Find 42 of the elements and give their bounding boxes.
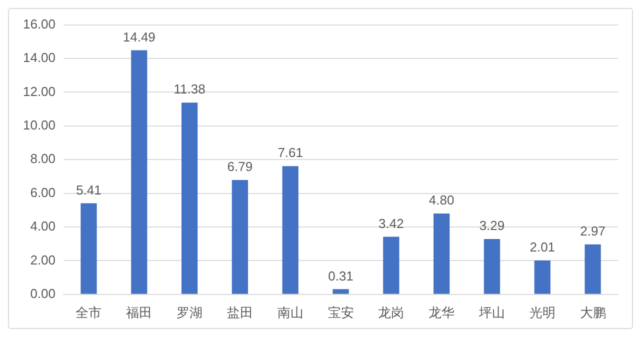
y-tick-label: 8.00 (30, 151, 56, 166)
bar (181, 102, 198, 294)
data-label: 2.97 (580, 223, 606, 238)
data-label: 11.38 (174, 82, 206, 97)
bar (383, 236, 400, 294)
y-tick-label: 12.00 (22, 84, 56, 99)
x-tick-label: 南山 (277, 304, 304, 320)
bar (534, 260, 550, 294)
x-tick-label: 盐田 (226, 304, 253, 320)
x-tick-label: 罗湖 (176, 304, 203, 320)
y-tick-label: 10.00 (22, 117, 56, 132)
x-tick-label: 大鹏 (580, 304, 606, 320)
data-label: 3.42 (378, 216, 404, 231)
x-tick-label: 龙华 (428, 304, 455, 320)
x-tick-label: 光明 (529, 304, 556, 320)
y-tick-label: 14.00 (22, 50, 56, 66)
y-tick-label: 0.00 (30, 286, 56, 301)
data-label: 3.29 (479, 218, 505, 234)
x-tick-label: 福田 (126, 304, 152, 320)
bar (434, 214, 450, 294)
data-label: 0.31 (328, 268, 354, 284)
data-label: 7.61 (278, 145, 304, 160)
data-label: 5.41 (76, 182, 102, 198)
y-tick-label: 16.00 (22, 16, 56, 32)
data-label: 4.80 (428, 192, 454, 208)
bar (80, 203, 97, 294)
bar (282, 166, 298, 294)
x-tick-label: 全市 (76, 304, 102, 320)
y-tick-label: 6.00 (30, 184, 56, 200)
bar (484, 238, 500, 294)
bar (232, 180, 248, 294)
data-label: 6.79 (227, 159, 253, 174)
data-label: 2.01 (530, 240, 556, 255)
bar (584, 244, 601, 294)
x-tick-label: 坪山 (478, 304, 505, 320)
data-label: 14.49 (122, 29, 156, 44)
x-tick-label: 龙岗 (378, 304, 404, 320)
y-tick-label: 2.00 (30, 252, 56, 268)
y-tick-label: 4.00 (30, 218, 56, 234)
bar (332, 289, 349, 294)
x-tick-label: 宝安 (328, 304, 354, 320)
bar (131, 50, 148, 294)
